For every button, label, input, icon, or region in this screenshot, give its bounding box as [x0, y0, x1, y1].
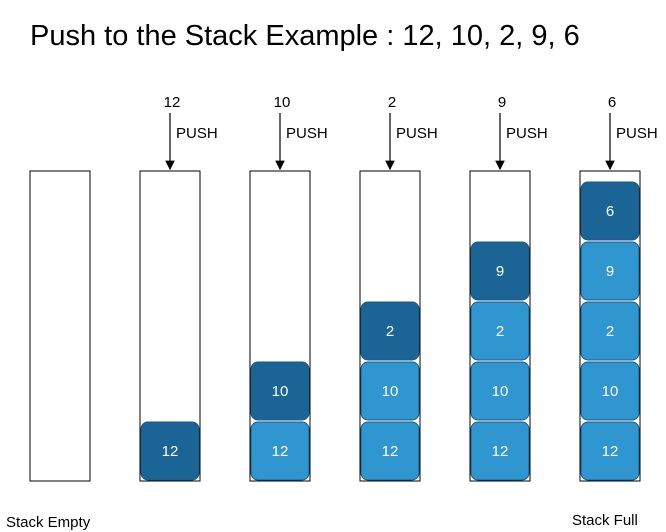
block-shape	[470, 241, 530, 301]
incoming-value: 2	[388, 94, 396, 111]
block-shape	[470, 421, 530, 481]
block-shape	[470, 361, 530, 421]
stack-column-1	[29, 170, 91, 482]
block-shape	[360, 301, 420, 361]
stack-block-top: 9	[470, 241, 530, 301]
block-shape	[580, 241, 640, 301]
block-shape	[250, 421, 310, 481]
block-value: 12	[602, 443, 619, 460]
stack-block: 12	[580, 421, 640, 481]
block-value: 2	[496, 323, 504, 340]
stack-column-3: 10 PUSH 12 10	[249, 94, 328, 482]
stack-block-top: 2	[360, 301, 420, 361]
block-value: 12	[272, 443, 289, 460]
stack-container	[29, 170, 91, 482]
incoming-value: 10	[274, 94, 291, 111]
stack-empty-label: Stack Empty	[6, 514, 91, 531]
stack-block: 2	[580, 301, 640, 361]
stack-block: 12	[360, 421, 420, 481]
block-shape	[580, 361, 640, 421]
block-shape	[470, 301, 530, 361]
stack-block: 10	[470, 361, 530, 421]
stack-block: 9	[580, 241, 640, 301]
block-value: 12	[162, 443, 179, 460]
stack-full-label: Stack Full	[572, 512, 638, 529]
block-value: 10	[492, 383, 509, 400]
block-value: 9	[606, 263, 614, 280]
push-label: PUSH	[616, 125, 658, 142]
block-shape	[580, 421, 640, 481]
stack-block: 12	[250, 421, 310, 481]
stack-block: 2	[470, 301, 530, 361]
incoming-value: 9	[498, 94, 506, 111]
block-shape	[360, 361, 420, 421]
incoming-value: 12	[164, 94, 181, 111]
diagram-title: Push to the Stack Example : 12, 10, 2, 9…	[30, 20, 580, 52]
stack-block: 12	[470, 421, 530, 481]
block-value: 10	[272, 383, 289, 400]
incoming-value: 6	[608, 94, 616, 111]
stacks-layer: 12PUSH1210PUSH12102PUSH121029PUSH1210296…	[29, 94, 658, 482]
stack-block-top: 6	[580, 181, 640, 241]
block-value: 2	[606, 323, 614, 340]
block-shape	[140, 421, 200, 481]
block-value: 10	[382, 383, 399, 400]
push-label: PUSH	[396, 125, 438, 142]
block-value: 9	[496, 263, 504, 280]
push-label: PUSH	[506, 125, 548, 142]
push-label: PUSH	[286, 125, 328, 142]
block-shape	[250, 361, 310, 421]
block-value: 12	[382, 443, 399, 460]
stack-block: 10	[360, 361, 420, 421]
block-value: 6	[606, 203, 614, 220]
block-shape	[360, 421, 420, 481]
stack-block-top: 12	[140, 421, 200, 481]
block-value: 10	[602, 383, 619, 400]
block-value: 2	[386, 323, 394, 340]
stack-block: 10	[580, 361, 640, 421]
stack-column-2: 12 PUSH 12	[139, 94, 218, 482]
block-shape	[580, 181, 640, 241]
stack-block-top: 10	[250, 361, 310, 421]
push-label: PUSH	[176, 125, 218, 142]
block-shape	[580, 301, 640, 361]
block-value: 12	[492, 443, 509, 460]
